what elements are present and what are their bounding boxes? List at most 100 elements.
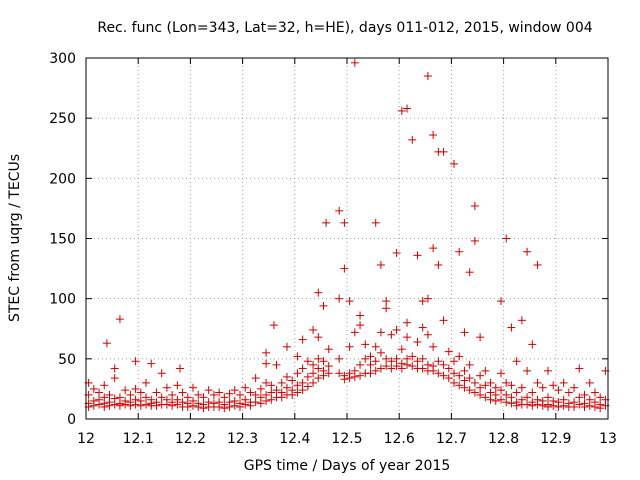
data-point-plus: [580, 390, 589, 399]
data-point-plus: [533, 260, 542, 269]
data-point-plus: [269, 321, 278, 330]
data-point-plus: [298, 335, 307, 344]
data-point-plus: [293, 369, 302, 378]
data-point-plus: [528, 340, 537, 349]
data-point-plus: [575, 364, 584, 373]
data-point-plus: [340, 264, 349, 273]
data-point-plus: [309, 378, 318, 387]
data-point-plus: [470, 202, 479, 211]
data-point-plus: [403, 360, 412, 369]
data-point-plus: [465, 386, 474, 395]
data-point-plus: [189, 401, 198, 410]
data-point-plus: [267, 388, 276, 397]
data-point-plus: [465, 268, 474, 277]
data-point-plus: [241, 383, 250, 392]
data-point-plus: [476, 333, 485, 342]
data-point-plus: [298, 386, 307, 395]
data-point-plus: [173, 400, 182, 409]
data-point-plus: [528, 401, 537, 410]
data-point-plus: [496, 297, 505, 306]
x-tick-label: 12.8: [488, 431, 519, 447]
data-point-plus: [413, 251, 422, 260]
data-point-plus: [429, 342, 438, 351]
y-tick-label: 250: [49, 111, 76, 127]
data-point-plus: [356, 321, 365, 330]
data-point-plus: [293, 388, 302, 397]
data-point-plus: [371, 342, 380, 351]
data-point-plus: [392, 362, 401, 371]
data-point-plus: [444, 364, 453, 373]
data-point-plus: [434, 357, 443, 366]
data-point-plus: [496, 369, 505, 378]
data-point-plus: [517, 383, 526, 392]
data-point-plus: [309, 360, 318, 369]
y-tick-label: 200: [49, 171, 76, 187]
data-point-plus: [340, 375, 349, 384]
data-point-plus: [136, 388, 145, 397]
data-points: [84, 58, 610, 413]
x-tick-label: 12.2: [175, 431, 206, 447]
data-point-plus: [262, 396, 271, 405]
data-point-plus: [517, 316, 526, 325]
data-point-plus: [460, 376, 469, 385]
data-point-plus: [418, 297, 427, 306]
data-point-plus: [585, 401, 594, 410]
data-point-plus: [590, 388, 599, 397]
data-point-plus: [309, 325, 318, 334]
data-point-plus: [429, 366, 438, 375]
data-point-plus: [382, 362, 391, 371]
y-axis-label: STEC from uqrg / TECUs: [7, 154, 23, 322]
data-point-plus: [366, 369, 375, 378]
data-point-plus: [142, 400, 151, 409]
chart-title: Rec. func (Lon=343, Lat=32, h=HE), days …: [97, 20, 592, 36]
data-point-plus: [429, 131, 438, 140]
data-point-plus: [194, 390, 203, 399]
x-tick-label: 12.3: [227, 431, 258, 447]
data-point-plus: [476, 383, 485, 392]
data-point-plus: [95, 400, 104, 409]
data-point-plus: [314, 354, 323, 363]
x-tick-labels: 12 12.1 12.2 12.3 12.4 12.5 12.6 12.7 12.8 12.9 13: [77, 431, 617, 447]
data-point-plus: [596, 393, 605, 402]
data-point-plus: [486, 395, 495, 404]
data-point-plus: [175, 364, 184, 373]
data-point-plus: [371, 218, 380, 227]
data-point-plus: [142, 393, 151, 402]
data-point-plus: [314, 374, 323, 383]
data-point-plus: [89, 401, 98, 410]
x-tick-label: 12.5: [331, 431, 362, 447]
data-point-plus: [277, 393, 286, 402]
data-point-plus: [235, 390, 244, 399]
data-point-plus: [512, 401, 521, 410]
data-point-plus: [580, 402, 589, 411]
x-tick-label: 12.6: [384, 431, 415, 447]
data-point-plus: [335, 206, 344, 215]
data-point-plus: [183, 402, 192, 411]
data-point-plus: [450, 357, 459, 366]
data-point-plus: [241, 400, 250, 409]
data-point-plus: [126, 401, 135, 410]
data-point-plus: [350, 372, 359, 381]
data-point-plus: [293, 352, 302, 361]
x-tick-label: 12: [77, 431, 95, 447]
data-point-plus: [455, 247, 464, 256]
data-point-plus: [251, 390, 260, 399]
data-point-plus: [267, 381, 276, 390]
x-tick-label: 13: [599, 431, 617, 447]
data-point-plus: [319, 301, 328, 310]
data-point-plus: [559, 378, 568, 387]
data-point-plus: [314, 333, 323, 342]
data-point-plus: [382, 297, 391, 306]
data-point-plus: [502, 390, 511, 399]
data-point-plus: [481, 393, 490, 402]
data-point-plus: [376, 364, 385, 373]
data-point-plus: [147, 359, 156, 368]
data-point-plus: [335, 294, 344, 303]
data-point-plus: [115, 401, 124, 410]
data-point-plus: [512, 388, 521, 397]
data-point-plus: [199, 404, 208, 413]
data-point-plus: [491, 383, 500, 392]
data-point-plus: [319, 357, 328, 366]
data-point-plus: [262, 378, 271, 387]
data-point-plus: [507, 381, 516, 390]
